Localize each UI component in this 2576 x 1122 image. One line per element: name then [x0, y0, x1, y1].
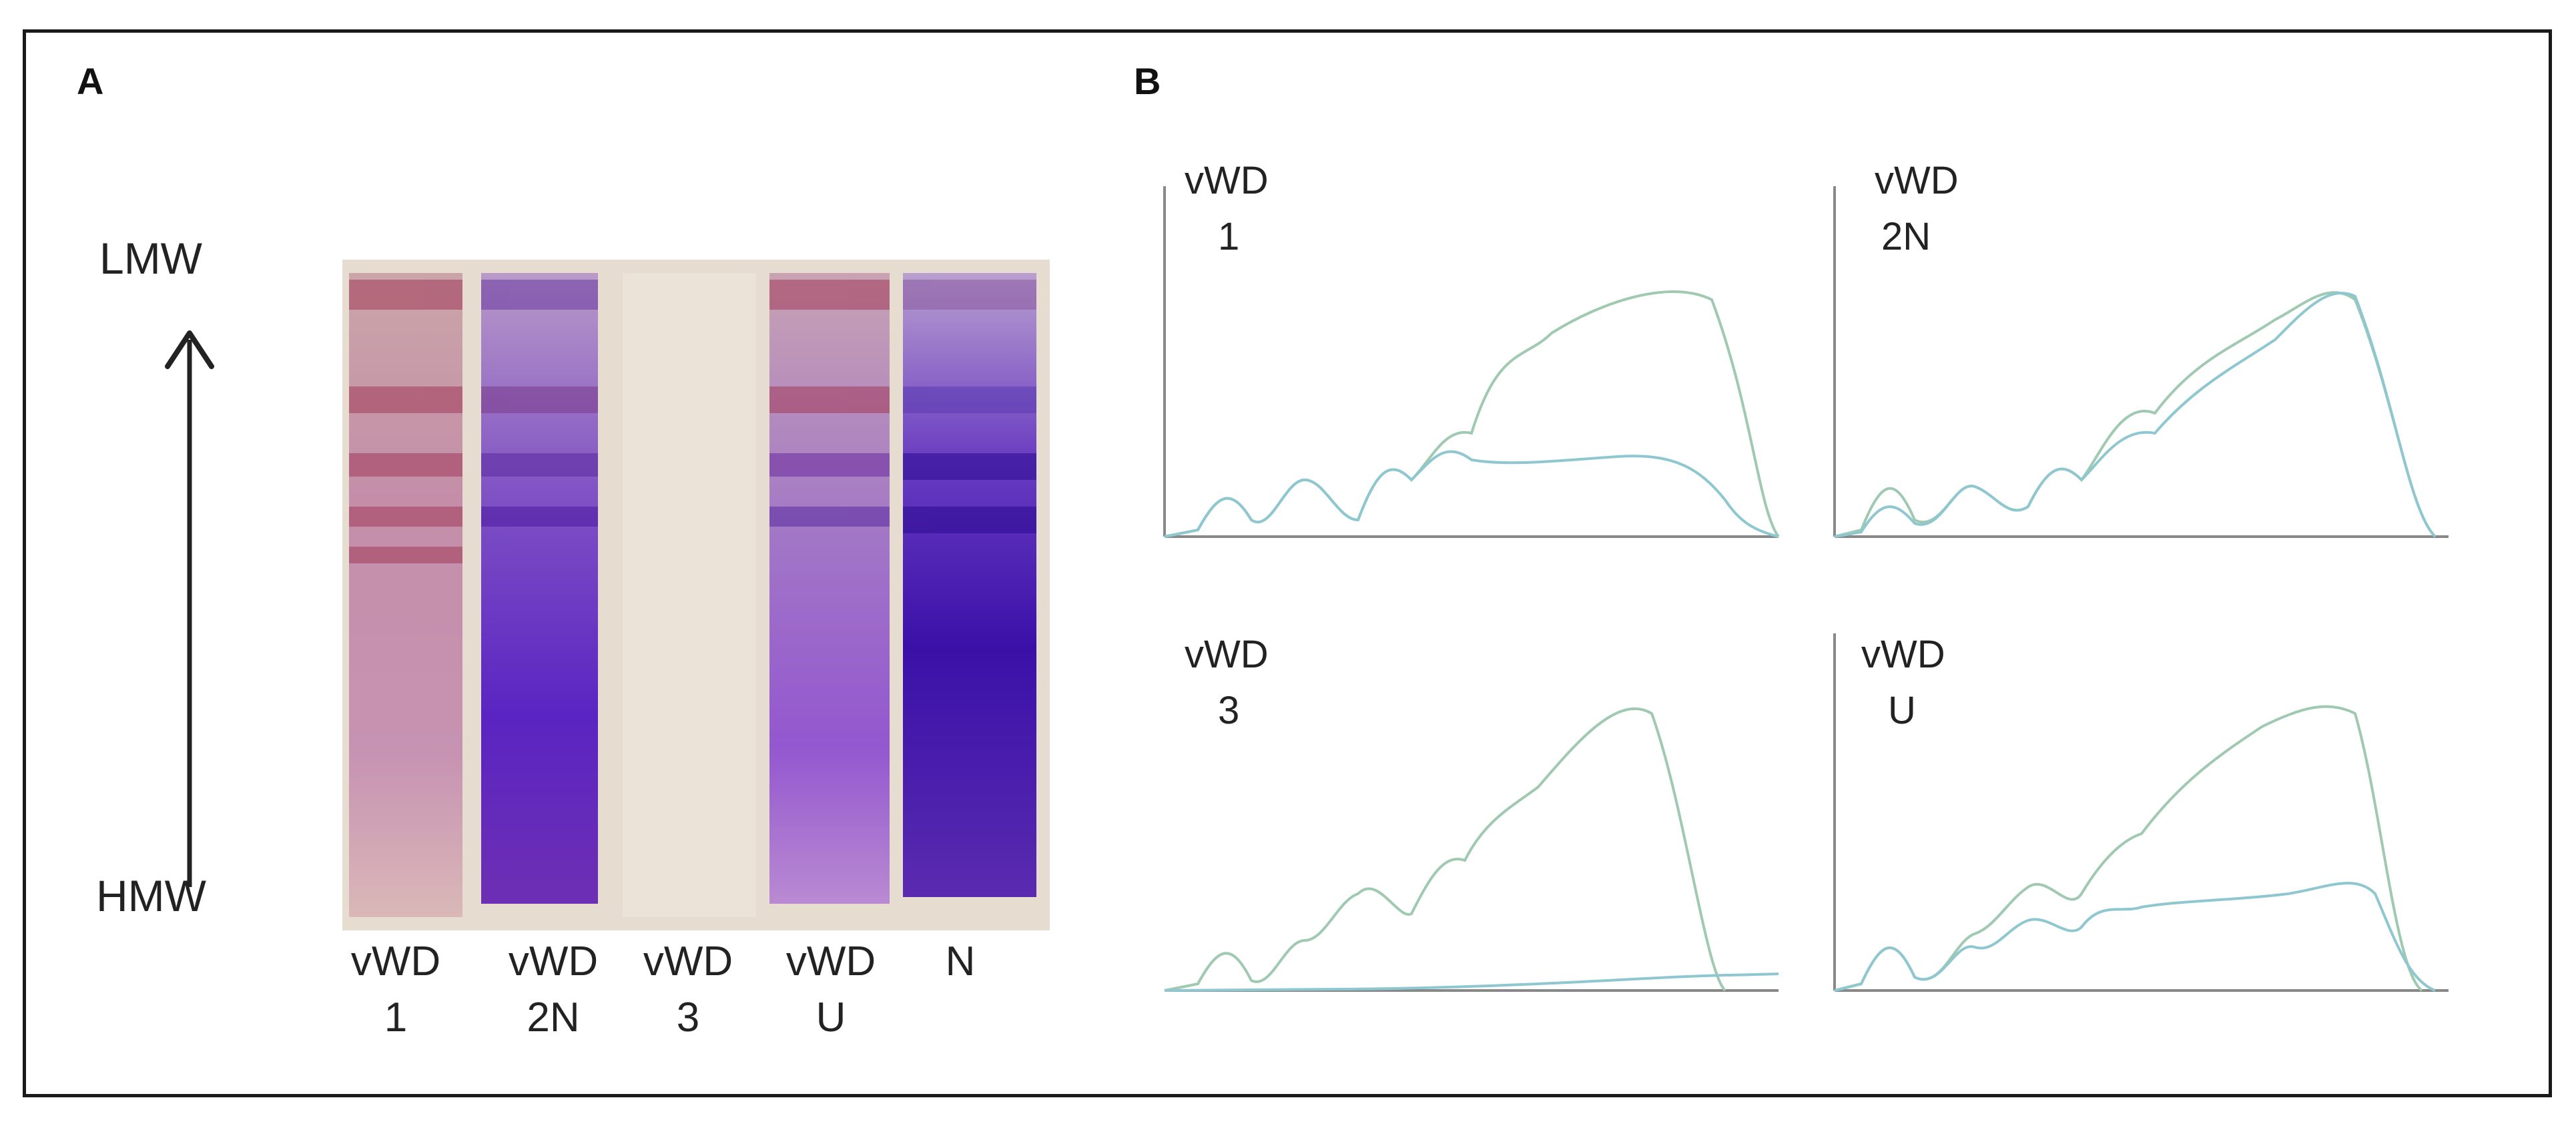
- densitometry-plot-1: [1163, 186, 1780, 538]
- plot-1-curve-patient: [1164, 450, 1779, 538]
- lane-label-2: vWD 2N: [508, 938, 599, 1041]
- lane-label-5: N: [945, 938, 976, 985]
- lmw-label: LMW: [99, 234, 202, 283]
- panel-a-letter: A: [77, 60, 104, 102]
- panel-b-letter: B: [1134, 60, 1161, 102]
- plot-4-curve-normal: [1834, 705, 2423, 992]
- densitometry-plot-2: [1833, 186, 2449, 538]
- plot-4-curve-patient: [1834, 882, 2436, 992]
- plot-3-curve-normal: [1164, 708, 1726, 992]
- plot-1-curve-normal: [1164, 290, 1780, 538]
- plot-3-label: vWD 3: [1185, 633, 1269, 732]
- lane-label-4: vWD U: [785, 938, 876, 1041]
- plot-3-curve-patient: [1164, 972, 1779, 992]
- lane-label-3: vWD 3: [643, 938, 733, 1041]
- molecular-weight-arrow: [165, 330, 214, 887]
- plot-2-curve-normal: [1834, 291, 2437, 538]
- lane-label-1: vWD 1: [350, 938, 441, 1041]
- plot-2-curve-patient: [1834, 292, 2437, 538]
- multimer-gel-image: [342, 260, 1063, 930]
- densitometry-plot-3: [1164, 708, 1779, 992]
- densitometry-plot-4: [1833, 633, 2449, 992]
- figure-frame: A LMW HMW: [23, 29, 2552, 1097]
- plot-4-label: vWD U: [1861, 633, 1945, 732]
- plot-2-label: vWD 2N: [1875, 159, 1959, 258]
- plot-1-label: vWD 1: [1185, 159, 1269, 258]
